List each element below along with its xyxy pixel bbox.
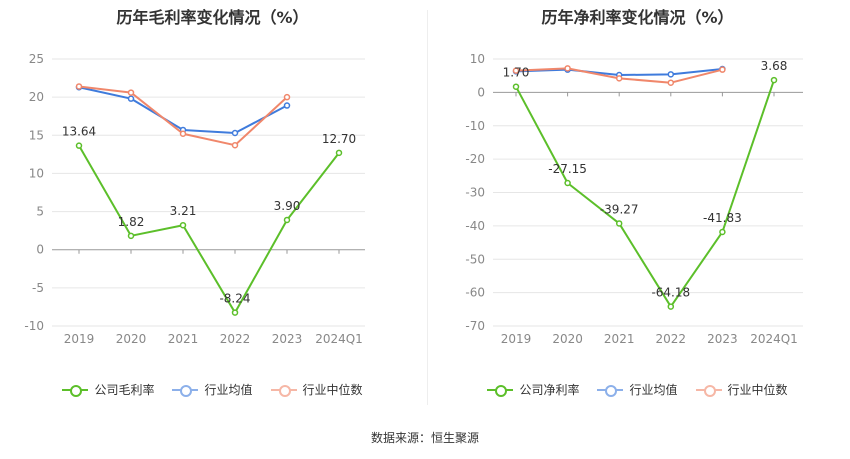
y-tick-label: 5	[36, 205, 44, 219]
legend-item-industry_median[interactable]: 行业中位数	[270, 381, 363, 398]
legend-label: 行业均值	[204, 383, 253, 397]
data-point-company	[127, 232, 135, 240]
y-tick-label: -20	[465, 152, 485, 166]
y-tick-label: 0	[477, 85, 485, 99]
data-label: -27.15	[548, 162, 587, 176]
data-point-company	[512, 83, 520, 90]
y-tick-label: 20	[29, 90, 44, 104]
series-line-company	[515, 79, 775, 308]
net-margin-plot: 10 0 -10 -20 -30 -40 -50 -60 -70 2019 2020 2021 2022…	[465, 52, 803, 346]
panel-divider	[427, 10, 428, 405]
legend-label: 公司毛利率	[94, 383, 155, 397]
y-tick-label: -60	[465, 286, 485, 300]
legend-item-company[interactable]: 公司毛利率	[62, 381, 154, 398]
data-point-company	[179, 221, 187, 229]
legend-line-dot-icon	[597, 383, 624, 397]
chart-title: 历年毛利率变化情况（%）	[116, 8, 309, 27]
data-point-company	[770, 76, 778, 84]
legend-item-industry_median[interactable]: 行业中位数	[695, 381, 788, 398]
y-tick-label: -70	[465, 319, 485, 333]
gross-margin-plot: 25 20 15 10 5 0 -5 -10 2019 2020 2021 2022 2023 2024Q…	[24, 52, 365, 346]
data-point-industry_median	[127, 89, 135, 96]
x-tick-label: 2021	[604, 332, 635, 346]
y-tick-label: -10	[24, 319, 44, 333]
data-label: 3.90	[274, 199, 301, 213]
series-line-company	[78, 145, 340, 314]
legend-item-industry_avg[interactable]: 行业均值	[597, 381, 678, 398]
data-label: -41.83	[703, 211, 742, 225]
data-point-company	[75, 142, 83, 149]
legend: 公司净利率 行业均值 行业中位数	[425, 381, 850, 398]
data-point-company	[231, 309, 239, 316]
data-label: 13.64	[62, 125, 96, 139]
y-tick-label: -50	[465, 252, 485, 266]
data-point-company	[615, 220, 623, 227]
data-label: -8.24	[219, 292, 250, 306]
y-tick-label: 15	[29, 128, 44, 142]
legend-line-dot-icon	[270, 383, 297, 397]
legend-line-dot-icon	[172, 383, 199, 397]
legend-label: 行业中位数	[727, 383, 788, 397]
data-label: 12.70	[322, 132, 356, 146]
legend-item-industry_avg[interactable]: 行业均值	[172, 381, 253, 398]
data-point-industry_median	[564, 65, 571, 72]
data-point-company	[719, 228, 726, 236]
data-point-company	[283, 216, 291, 224]
y-tick-label: 10	[470, 52, 485, 66]
x-tick-label: 2021	[168, 332, 199, 346]
data-point-industry_avg	[231, 129, 239, 137]
data-label: 1.82	[118, 215, 145, 229]
legend-item-company[interactable]: 公司净利率	[487, 381, 579, 398]
data-point-industry_avg	[283, 102, 291, 109]
legend-label: 公司净利率	[519, 383, 580, 397]
x-tick-label: 2020	[552, 332, 583, 346]
data-point-industry_median	[75, 83, 83, 90]
gross-margin-chart-panel: 历年毛利率变化情况（%） 25 20 15 10 5 0 -5 -10 2019 2020 2021…	[0, 0, 425, 410]
data-point-industry_median	[179, 130, 187, 138]
x-tick-label: 2024Q1	[315, 332, 363, 346]
legend-label: 行业均值	[629, 383, 678, 397]
x-tick-label: 2019	[501, 332, 532, 346]
y-tick-label: -40	[465, 219, 485, 233]
y-tick-label: -30	[465, 186, 485, 200]
data-point-industry_median	[512, 67, 520, 74]
net-margin-chart-panel: 历年净利率变化情况（%） 10 0 -10 -20 -30 -40 -50 -60 -70 201…	[425, 0, 850, 410]
x-tick-label: 2024Q1	[750, 332, 798, 346]
x-tick-label: 2019	[64, 332, 95, 346]
data-source-note: 数据来源：恒生聚源	[370, 431, 479, 445]
data-label: -39.27	[600, 202, 639, 216]
legend-line-dot-icon	[62, 383, 89, 397]
data-label: 3.68	[761, 59, 788, 73]
data-point-company	[564, 179, 571, 187]
x-tick-label: 2022	[656, 332, 687, 346]
data-label: 3.21	[170, 204, 197, 218]
data-point-industry_avg	[667, 71, 675, 78]
y-tick-label: 10	[29, 166, 44, 180]
data-label: 1.70	[503, 66, 530, 80]
x-tick-label: 2023	[707, 332, 738, 346]
legend: 公司毛利率 行业均值 行业中位数	[0, 381, 425, 398]
y-tick-label: -10	[465, 119, 485, 133]
data-point-industry_median	[231, 141, 239, 149]
y-tick-label: 25	[29, 52, 44, 66]
x-tick-label: 2020	[116, 332, 147, 346]
chart-title: 历年净利率变化情况（%）	[541, 8, 734, 27]
data-point-company	[667, 303, 675, 310]
legend-line-dot-icon	[487, 383, 514, 397]
legend-line-dot-icon	[695, 383, 722, 397]
x-tick-label: 2022	[220, 332, 251, 346]
legend-label: 行业中位数	[302, 383, 363, 397]
data-point-industry_median	[615, 75, 623, 82]
data-point-industry_median	[719, 66, 726, 73]
data-point-industry_median	[283, 93, 291, 101]
x-tick-label: 2023	[272, 332, 303, 346]
data-point-company	[335, 149, 343, 157]
data-point-industry_avg	[127, 95, 135, 102]
data-point-industry_median	[667, 79, 675, 86]
y-tick-label: -5	[32, 281, 44, 295]
y-tick-label: 0	[36, 243, 44, 257]
data-label: -64.18	[651, 286, 690, 300]
